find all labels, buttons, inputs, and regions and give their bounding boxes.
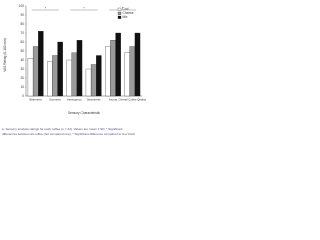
y-tick-label: 90 [20,13,24,17]
bar [71,52,78,97]
y-tick-label: 10 [20,85,24,89]
y-tick-label: 100 [19,4,25,8]
y-tick-label: 30 [20,67,24,71]
bar [110,40,116,97]
bar [27,58,34,97]
y-tick-label: 0 [22,94,24,98]
y-tick-label: 50 [20,49,24,53]
x-tick-label: Aroma [109,98,118,102]
y-tick-label: 80 [20,22,24,26]
bar [134,32,141,97]
bar [52,55,58,97]
y-axis-label: VAS Rating (0-100 mm) [3,38,7,72]
bar [115,32,121,97]
bar [105,46,111,97]
legend-swatch [117,11,122,15]
chart: VAS Rating (0-100 mm) Sensory Characteri… [2,4,147,136]
bar [66,59,72,97]
bar [85,68,92,97]
legend-label: Mix [123,15,128,19]
bar [96,55,102,97]
y-tick-label: 20 [20,76,24,80]
page: {"chart_data": {"type": "bar", "y_label"… [0,0,150,150]
y-tick-label: 40 [20,58,24,62]
x-tick-label: Sweetness [87,98,101,102]
x-tick-label: Astringency [67,98,82,102]
legend-swatch [117,15,122,19]
legend-label: Cheese [123,11,134,15]
caption: a. Sensory analysis ratings for each cof… [2,127,123,131]
x-tick-label: Bitterness [29,98,42,102]
x-tick-label: Overall Coffee Quality [119,98,147,102]
annotation: * [45,6,47,10]
x-tick-label: Sourness [49,98,61,102]
bar [76,40,83,97]
y-tick-label: 60 [20,40,24,44]
bar [38,31,44,97]
annotation: * [122,6,124,10]
bar [57,41,63,97]
x-axis-label: Sensory Characteristic [68,111,100,115]
legend-swatch [117,7,122,11]
legend-label: Cod [123,7,129,11]
bar [47,61,53,97]
bar [32,46,39,97]
annotation: * [83,6,85,10]
bar [90,64,97,97]
y-tick-label: 70 [20,31,24,35]
bar [124,52,130,97]
caption: differences between all coffee (hot comp… [2,132,136,136]
bar [129,46,136,97]
